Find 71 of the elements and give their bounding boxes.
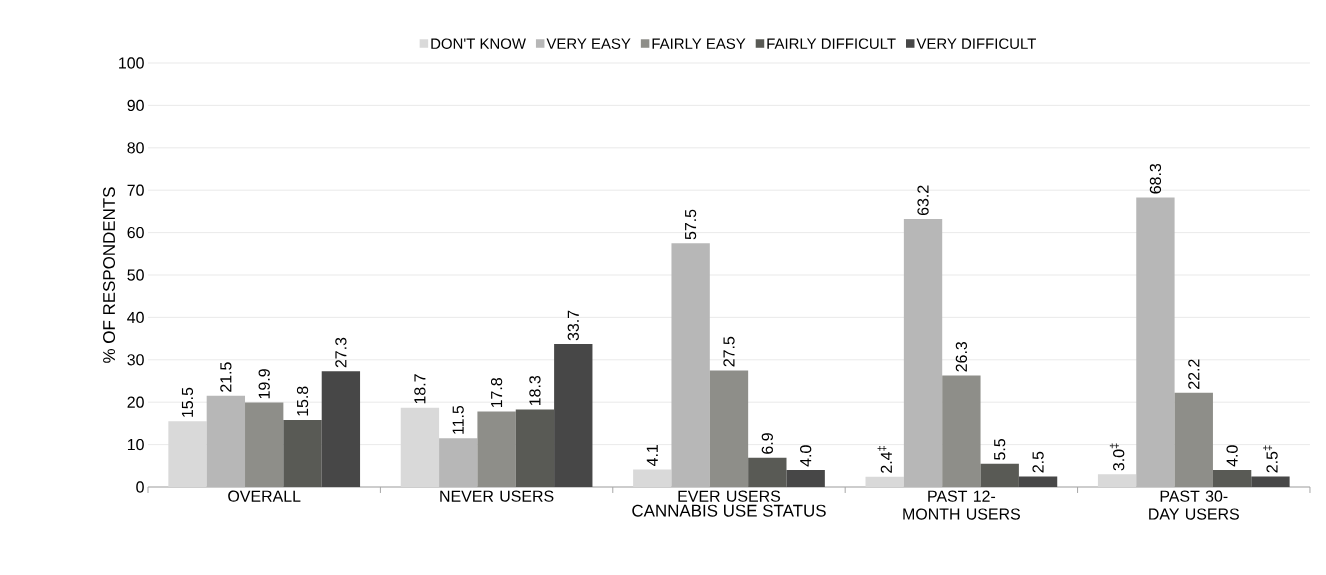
data-label: 27.3 <box>335 337 347 368</box>
y-tick-label: 10 <box>127 438 144 451</box>
bar <box>903 219 943 487</box>
bar <box>633 469 672 487</box>
data-label: 15.8 <box>296 386 309 416</box>
data-label: 18.3 <box>529 375 541 405</box>
bar <box>748 457 787 487</box>
x-tick-label: EVER USERS <box>678 490 781 502</box>
bar <box>554 344 593 487</box>
data-label: 3.0$^{‡}$ <box>1109 443 1125 471</box>
y-tick-label: 30 <box>127 354 144 366</box>
data-label: 18.7 <box>414 374 426 404</box>
bar <box>1174 392 1213 487</box>
bar <box>321 371 361 487</box>
bar <box>942 375 981 487</box>
bar <box>980 463 1019 487</box>
data-label: 17.8 <box>490 378 503 408</box>
legend-label: FAIRLY DIFFICULT <box>767 38 896 49</box>
y-tick-label: 20 <box>127 396 144 408</box>
data-label: 19.9 <box>258 369 270 399</box>
data-label: 33.7 <box>567 310 579 341</box>
y-tick-label: 80 <box>127 142 144 154</box>
data-label: 2.4$^{‡}$ <box>877 446 892 473</box>
y-axis-title: % OF RESPONDENTS <box>103 187 116 363</box>
x-tick-label: NEVER USERS <box>440 490 554 502</box>
y-tick-label: 50 <box>127 269 144 281</box>
data-label: 4.0 <box>1226 445 1238 467</box>
bar <box>245 402 284 487</box>
data-label: 68.3 <box>1149 163 1162 194</box>
bar <box>439 438 478 487</box>
x-tick-label: PAST 12-MONTH USERS <box>903 490 1020 520</box>
data-label: 21.5 <box>220 362 232 392</box>
bar <box>671 243 710 487</box>
x-tick-label: OVERALL <box>228 490 301 502</box>
legend-label: FAIRLY EASY <box>652 38 746 49</box>
legend-label: VERY EASY <box>546 38 631 49</box>
data-label: 57.5 <box>685 209 697 240</box>
data-label: 4.0 <box>800 445 812 467</box>
legend-label: DON'T KNOW <box>431 38 526 49</box>
data-label: 2.5 <box>1032 451 1044 473</box>
data-label: 22.2 <box>1188 359 1200 389</box>
legend-label: VERY DIFFICULT <box>916 38 1036 49</box>
y-tick-label: 100 <box>119 57 144 69</box>
bar <box>709 370 749 487</box>
bar <box>786 470 825 487</box>
bar <box>206 395 246 487</box>
data-label: 63.2 <box>917 185 929 216</box>
y-tick-label: 70 <box>127 184 144 196</box>
data-label: 11.5 <box>452 405 464 434</box>
bar <box>1097 474 1137 487</box>
bar <box>1018 476 1058 487</box>
data-label: 2.5$^{‡}$ <box>1263 445 1278 473</box>
data-label: 6.9 <box>761 433 773 454</box>
y-tick-label: 90 <box>127 99 144 112</box>
data-label: 5.5 <box>994 439 1006 460</box>
data-label: 4.1 <box>646 445 658 467</box>
bar <box>1136 197 1175 487</box>
x-axis-title: CANNABIS USE STATUS <box>632 504 826 517</box>
bar <box>515 409 555 487</box>
y-tick-label: 60 <box>127 226 144 239</box>
bar <box>477 411 516 487</box>
data-label: 15.5 <box>181 387 194 417</box>
y-tick-label: 40 <box>127 311 144 324</box>
data-label: 26.3 <box>955 341 968 372</box>
bar <box>1251 476 1290 487</box>
data-label: 27.5 <box>723 336 735 367</box>
x-tick-label: PAST 30-DAY USERS <box>1149 490 1239 520</box>
bar <box>1212 470 1252 487</box>
bar <box>283 420 322 487</box>
bar <box>865 476 904 487</box>
y-tick-label: 0 <box>136 481 144 493</box>
